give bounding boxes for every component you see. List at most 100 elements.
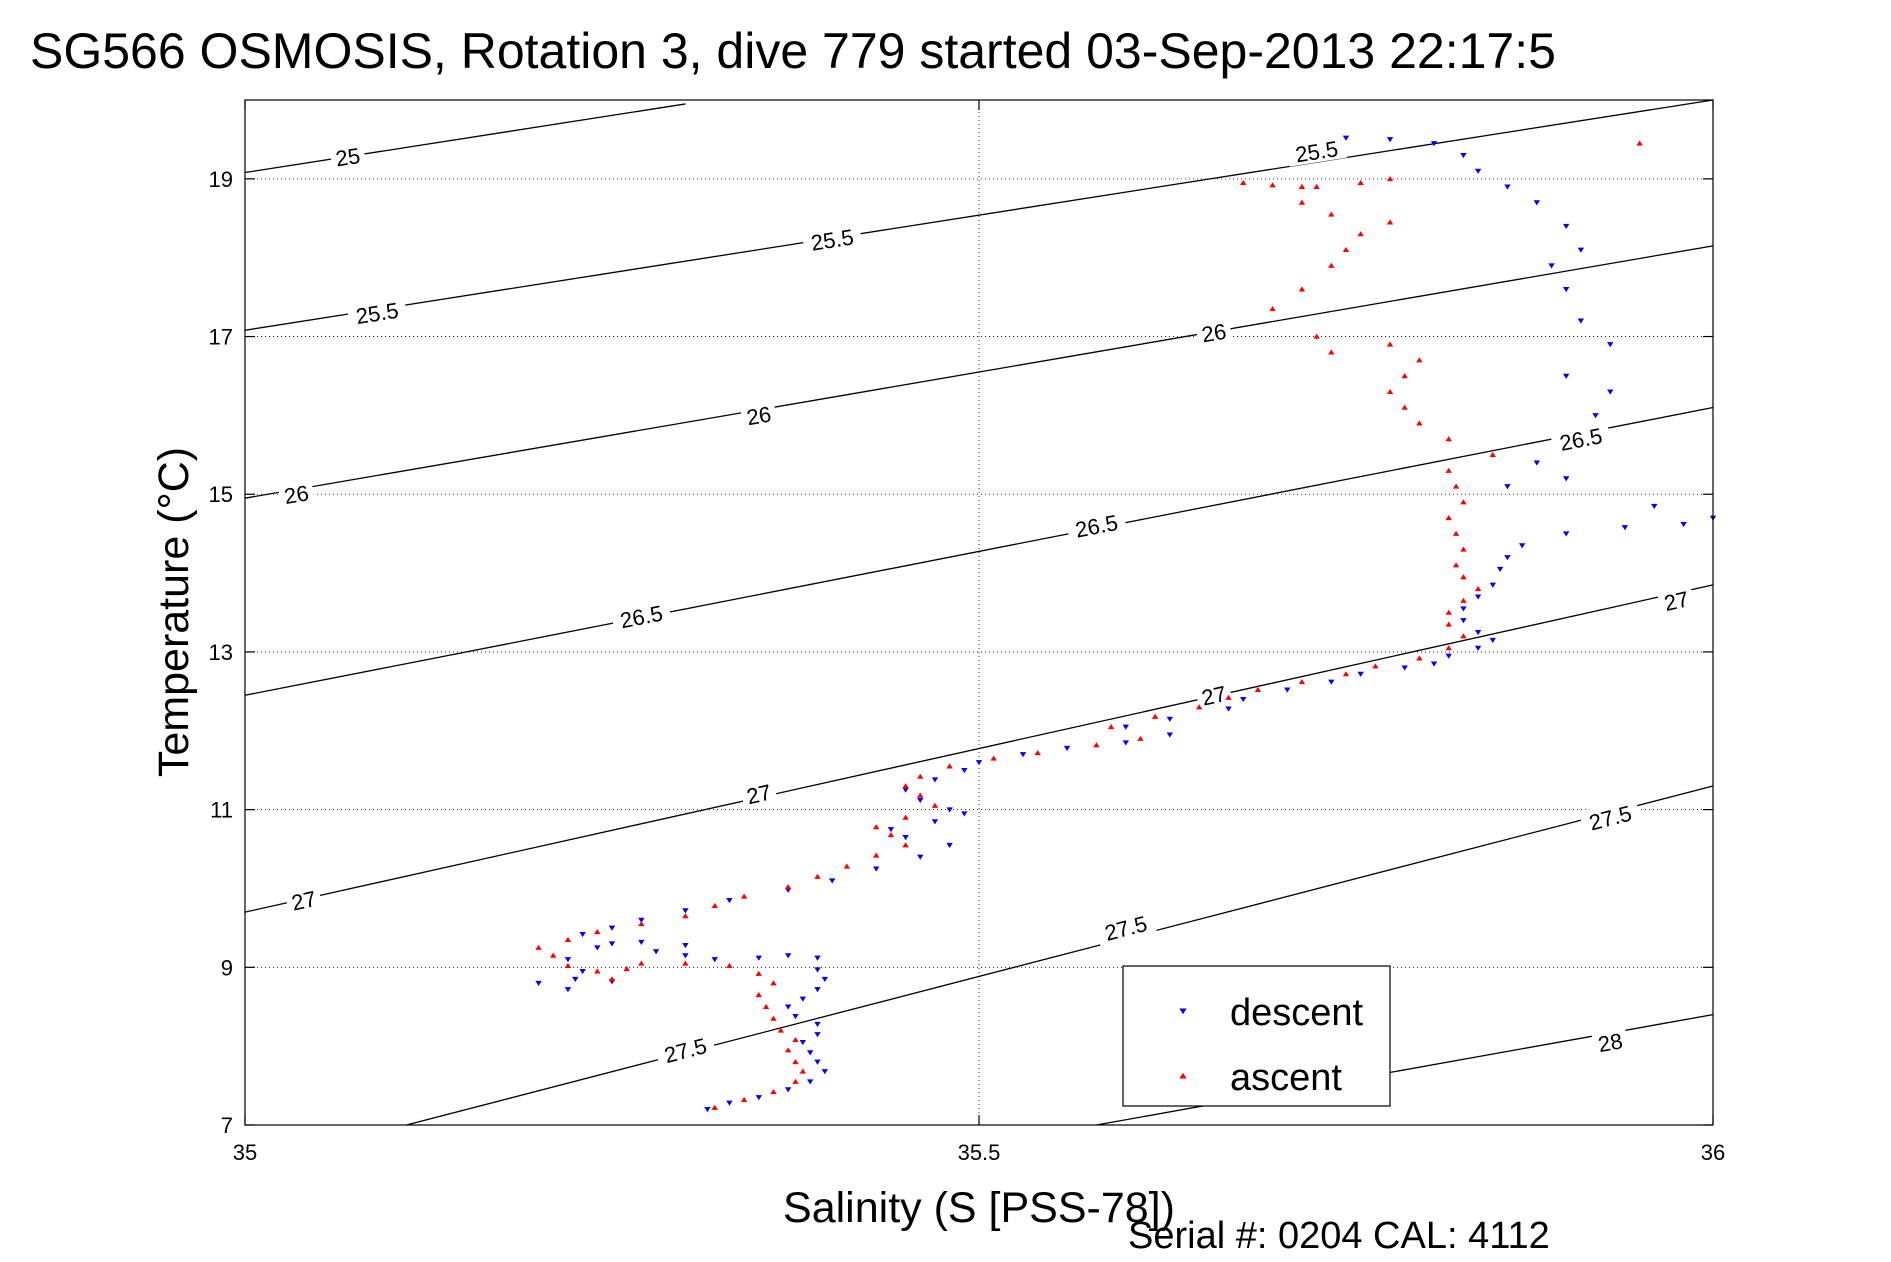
descent-point-1 <box>726 1100 733 1106</box>
ascent-point-32 <box>873 852 880 858</box>
x-tick-label-2: 36 <box>1701 1140 1725 1165</box>
ascent-point-82 <box>1342 246 1350 253</box>
contour-label-bg-15 <box>1094 908 1157 946</box>
ascent-point-75 <box>1416 357 1423 363</box>
ascent-point-55 <box>1445 645 1452 651</box>
descent-point-60 <box>1240 696 1247 703</box>
ascent-point-48 <box>1196 704 1203 710</box>
ascent-point-54 <box>1416 655 1423 661</box>
descent-point-50 <box>931 777 939 783</box>
y-tick-label-5: 17 <box>209 325 233 350</box>
contour-label-13: 27 <box>1662 586 1691 616</box>
descent-point-28 <box>579 969 586 975</box>
contour-label-bg-3 <box>1285 133 1347 167</box>
contour-label-bg-6 <box>1194 316 1233 347</box>
axis-ticks: 35 35.5 36 7 9 11 13 15 17 19 <box>209 100 1725 1165</box>
ascent-point-64 <box>1452 530 1460 536</box>
descent-point-51 <box>961 767 968 774</box>
ascent-point-56 <box>1460 633 1467 639</box>
descent-point-58 <box>1166 716 1174 722</box>
contour-label-bg-2 <box>346 295 408 329</box>
descent-point-0 <box>704 1106 711 1113</box>
descent-point-75 <box>1504 555 1511 561</box>
ascent-point-27 <box>711 902 718 909</box>
ascent-point-45 <box>1137 735 1144 741</box>
ascent-point-88 <box>1357 179 1364 186</box>
descent-point-69 <box>1474 629 1482 636</box>
ascent-point-35 <box>873 824 880 830</box>
ascent-point-79 <box>1269 306 1276 312</box>
y-tick-label-6: 19 <box>209 167 233 192</box>
ascent-point-41 <box>946 763 953 769</box>
x-axis-label: Salinity (S [PSS-78]) <box>783 1184 1175 1232</box>
ascent-point-38 <box>917 792 924 798</box>
descent-point-18 <box>784 953 792 959</box>
descent-point-77 <box>1563 531 1570 537</box>
descent-point-36 <box>682 908 689 914</box>
legend-marker-ascent <box>1179 1072 1187 1079</box>
contour-label-bg-9 <box>1549 420 1612 456</box>
descent-point-22 <box>652 949 660 955</box>
contour-label-17: 28 <box>1596 1028 1625 1057</box>
ascent-point-8 <box>777 1027 785 1033</box>
descent-point-25 <box>608 941 616 947</box>
contour-label-bg-5 <box>277 478 315 508</box>
footer-serial-cal: Serial #: 0204 CAL: 4112 <box>1128 1215 1550 1257</box>
descent-point-59 <box>1225 706 1232 712</box>
ascent-point-53 <box>1372 663 1379 669</box>
descent-point-90 <box>1563 286 1570 293</box>
ascent-point-67 <box>1452 483 1460 489</box>
ascent-point-6 <box>784 1047 792 1053</box>
y-tick-label-2: 11 <box>210 798 233 823</box>
descent-point-68 <box>1489 637 1496 643</box>
ascent-point-40 <box>917 773 924 779</box>
descent-point-5 <box>821 1069 829 1075</box>
ascent-point-52 <box>1342 671 1350 677</box>
contour-label-3: 25.5 <box>1294 136 1340 167</box>
descent-point-64 <box>1401 665 1408 671</box>
ascent-point-61 <box>1460 574 1467 580</box>
ascent-point-1 <box>740 1096 748 1103</box>
descent-point-89 <box>1577 318 1585 324</box>
contour-label-5: 26 <box>282 480 310 509</box>
ascent-point-28 <box>740 893 748 899</box>
ascent-point-11 <box>755 992 762 998</box>
contour-line-25-5 <box>244 99 1714 331</box>
ascent-point-34 <box>887 831 895 838</box>
descent-point-74 <box>1496 566 1504 573</box>
ascent-point-71 <box>1416 420 1423 426</box>
descent-point-45 <box>931 819 939 825</box>
ascent-point-70 <box>1445 436 1452 442</box>
ascent-point-46 <box>1107 723 1115 730</box>
ascent-point-33 <box>902 842 909 848</box>
ascent-point-84 <box>1386 219 1394 225</box>
descent-point-37 <box>726 898 733 904</box>
contour-label-bg-0 <box>328 141 367 171</box>
descent-point-92 <box>1577 247 1585 253</box>
descent-point-31 <box>564 987 572 993</box>
descent-point-19 <box>755 955 762 961</box>
ascent-point-19 <box>594 968 601 974</box>
descent-point-44 <box>887 827 895 833</box>
ascent-point-5 <box>792 1059 799 1065</box>
descent-point-54 <box>1063 745 1071 751</box>
ascent-point-51 <box>1298 679 1306 685</box>
ascent-point-68 <box>1445 467 1452 473</box>
grid <box>245 100 1713 1125</box>
ascent-point-91 <box>1269 182 1276 188</box>
ascent-point-12 <box>770 980 777 986</box>
descent-point-86 <box>1607 389 1614 395</box>
ascent-point-78 <box>1313 333 1320 339</box>
descent-point-2 <box>755 1095 762 1101</box>
ascent-point-62 <box>1452 562 1460 568</box>
descent-point-26 <box>594 945 601 951</box>
ascent-point-81 <box>1328 262 1335 268</box>
descent-point-33 <box>579 931 586 938</box>
descent-point-43 <box>902 834 909 841</box>
data-points <box>535 135 1717 1113</box>
descent-point-95 <box>1504 184 1511 190</box>
ascent-point-15 <box>682 960 689 966</box>
ascent-point-25 <box>638 921 645 927</box>
descent-point-55 <box>1122 740 1129 746</box>
